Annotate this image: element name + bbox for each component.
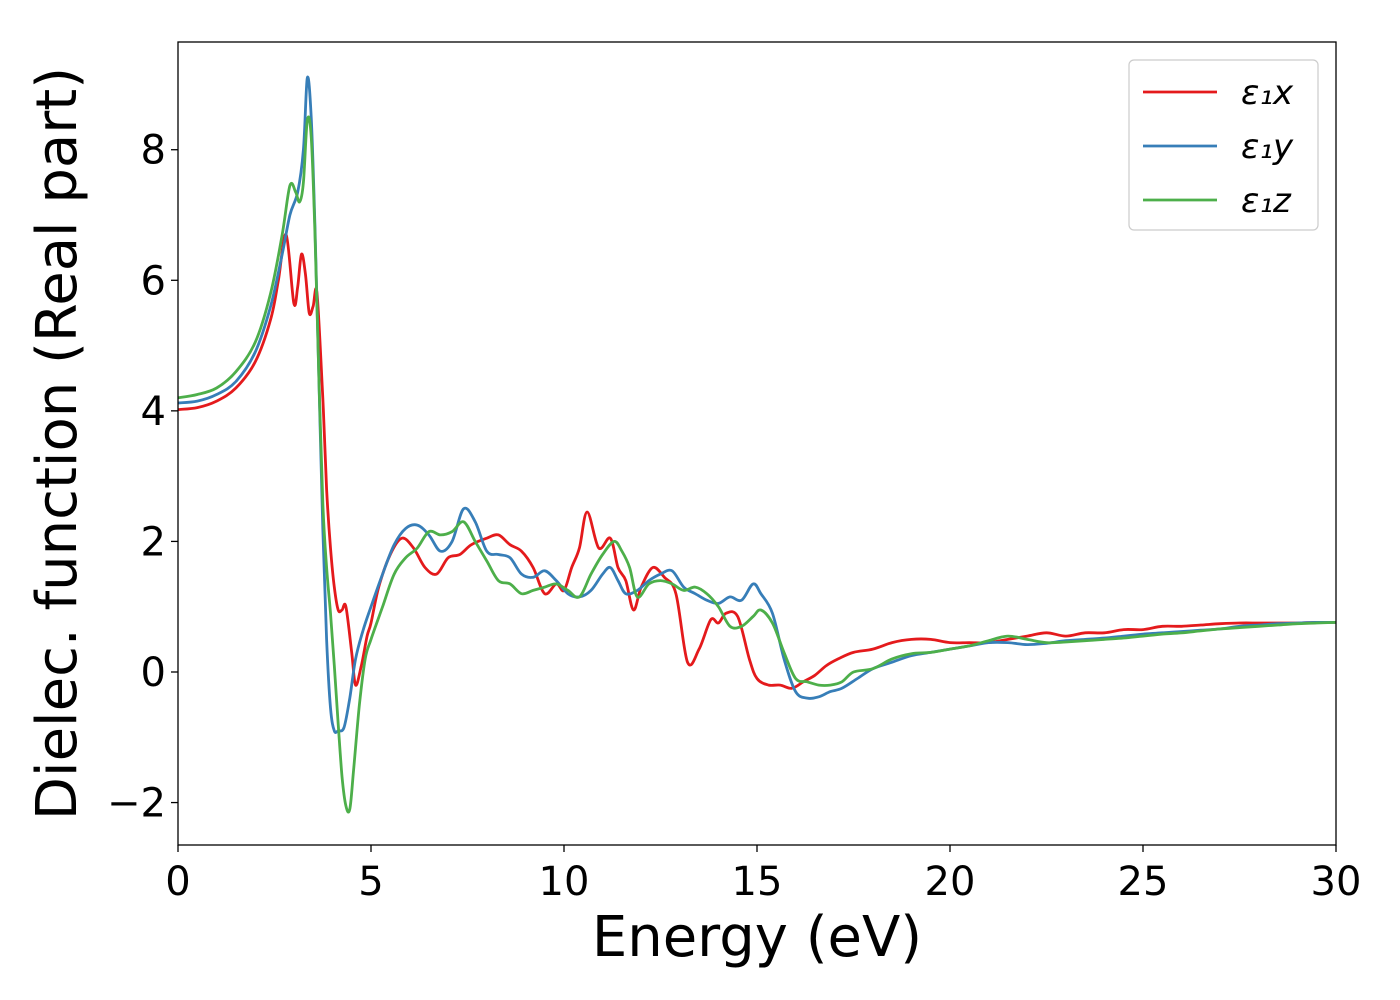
x-tick-label: 15 bbox=[732, 859, 783, 905]
x-tick-label: 5 bbox=[358, 859, 383, 905]
y-tick-label: 2 bbox=[141, 519, 166, 565]
x-tick-label: 25 bbox=[1118, 859, 1169, 905]
y-tick-label: 6 bbox=[141, 258, 166, 304]
x-axis-label: Energy (eV) bbox=[592, 905, 922, 970]
y-tick-label: 0 bbox=[141, 650, 166, 696]
ticks-layer: 0 5 10 15 20 25 30 −2 0 2 4 6 8 bbox=[107, 128, 1361, 905]
x-tick-label: 0 bbox=[165, 859, 190, 905]
series-layer bbox=[178, 75, 1336, 814]
x-tick-label: 10 bbox=[539, 859, 590, 905]
y-axis-label: Dielec. function (Real part) bbox=[25, 67, 90, 820]
x-tick-label: 30 bbox=[1311, 859, 1362, 905]
y-tick-label: 8 bbox=[141, 128, 166, 174]
legend: ε₁x ε₁y ε₁z bbox=[1128, 59, 1319, 231]
series-line-1 bbox=[178, 233, 1336, 690]
series-line-3 bbox=[178, 115, 1336, 814]
legend-label: ε₁z bbox=[1241, 181, 1292, 221]
legend-box bbox=[1128, 59, 1319, 231]
y-tick-label: 4 bbox=[141, 389, 166, 435]
legend-label: ε₁x bbox=[1241, 73, 1294, 113]
x-tick-label: 20 bbox=[925, 859, 976, 905]
legend-label: ε₁y bbox=[1241, 127, 1294, 167]
y-tick-label: −2 bbox=[107, 781, 166, 827]
